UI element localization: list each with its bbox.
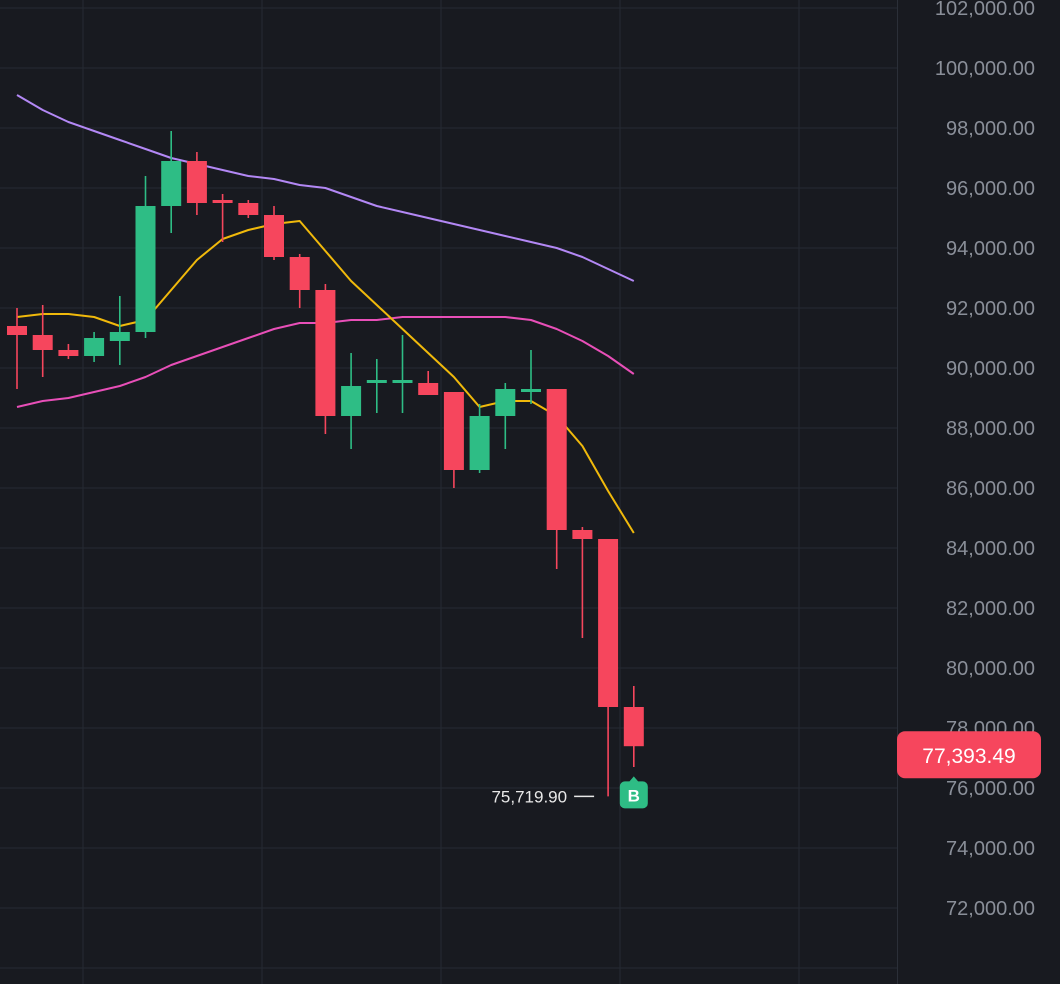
- candle-body[interactable]: [341, 386, 362, 416]
- price-axis-label: 74,000.00: [946, 838, 1035, 860]
- candle-body[interactable]: [161, 161, 182, 206]
- candle-body[interactable]: [238, 203, 259, 215]
- candle-body[interactable]: [186, 161, 207, 203]
- price-axis-label: 92,000.00: [946, 298, 1035, 320]
- price-axis-label: 80,000.00: [946, 658, 1035, 680]
- candle-body[interactable]: [469, 416, 490, 470]
- candle-body[interactable]: [212, 200, 233, 203]
- candle-body[interactable]: [264, 215, 284, 257]
- candle-body[interactable]: [84, 338, 105, 356]
- last-price-badge: [897, 731, 1041, 779]
- candle-body[interactable]: [289, 257, 310, 290]
- candle-body[interactable]: [366, 380, 387, 383]
- ma-long-line: [16, 94, 635, 282]
- candle-body[interactable]: [623, 707, 644, 747]
- price-axis-label: 76,000.00: [946, 778, 1035, 800]
- price-axis-label: 102,000.00: [935, 0, 1035, 20]
- price-axis-label: 86,000.00: [946, 478, 1035, 500]
- low-price-label: 75,719.90: [491, 787, 567, 806]
- candle-body[interactable]: [109, 332, 130, 341]
- candle-body[interactable]: [392, 380, 413, 383]
- buy-marker-label: B: [628, 786, 640, 805]
- candle-body[interactable]: [546, 389, 567, 530]
- candle-body[interactable]: [418, 383, 439, 395]
- price-axis-label: 82,000.00: [946, 598, 1035, 620]
- candle-body[interactable]: [572, 530, 593, 539]
- last-price-label: 77,393.49: [922, 745, 1015, 768]
- price-axis-label: 84,000.00: [946, 538, 1035, 560]
- candle-body[interactable]: [7, 326, 27, 335]
- price-axis-label: 94,000.00: [946, 238, 1035, 260]
- candle-body[interactable]: [598, 539, 619, 707]
- candle-body[interactable]: [315, 290, 336, 416]
- candle-body[interactable]: [521, 389, 541, 392]
- candle-body[interactable]: [443, 392, 464, 470]
- candle-body[interactable]: [58, 350, 79, 356]
- price-axis-label: 88,000.00: [946, 418, 1035, 440]
- price-axis-label: 90,000.00: [946, 358, 1035, 380]
- price-axis-label: 96,000.00: [946, 178, 1035, 200]
- candle-body[interactable]: [32, 335, 53, 350]
- buy-marker[interactable]: [619, 781, 648, 809]
- price-axis-label: 98,000.00: [946, 118, 1035, 140]
- candle-body[interactable]: [495, 389, 516, 416]
- candle-body[interactable]: [135, 206, 156, 332]
- price-axis-label: 100,000.00: [935, 58, 1035, 80]
- price-axis-label: 72,000.00: [946, 898, 1035, 920]
